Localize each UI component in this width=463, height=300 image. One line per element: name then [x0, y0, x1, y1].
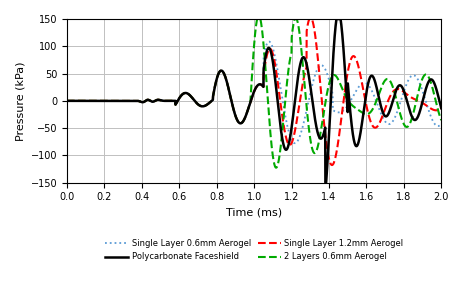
Single Layer 1.2mm Aerogel [336, 134, 341, 137]
2 Layers 0.6mm Aerogel [336, 80, 341, 83]
Single Layer 1.2mm Aerogel [224, 81, 230, 85]
Single Layer 1.2mm Aerogel [64, 99, 69, 103]
Polycarbonate Faceshield [64, 99, 69, 103]
Polycarbonate Faceshield [333, 17, 338, 21]
2 Layers 0.6mm Aerogel [426, 78, 432, 82]
Single Layer 1.2mm Aerogel [242, 116, 247, 120]
Single Layer 1.2mm Aerogel [306, 17, 312, 21]
Polycarbonate Faceshield [221, 72, 226, 76]
2 Layers 0.6mm Aerogel [408, 118, 413, 122]
Single Layer 0.6mm Aerogel [408, 74, 413, 78]
Single Layer 1.2mm Aerogel [328, 163, 334, 167]
Line: Polycarbonate Faceshield: Polycarbonate Faceshield [67, 19, 440, 183]
Single Layer 1.2mm Aerogel [221, 72, 226, 76]
Legend: Single Layer 0.6mm Aerogel, Polycarbonate Faceshield, Single Layer 1.2mm Aerogel: Single Layer 0.6mm Aerogel, Polycarbonat… [101, 236, 406, 265]
Polycarbonate Faceshield [438, 106, 443, 110]
2 Layers 0.6mm Aerogel [224, 81, 230, 85]
Single Layer 0.6mm Aerogel [336, 111, 341, 114]
Line: 2 Layers 0.6mm Aerogel: 2 Layers 0.6mm Aerogel [67, 19, 440, 168]
2 Layers 0.6mm Aerogel [438, 118, 443, 122]
Polycarbonate Faceshield [426, 78, 432, 82]
Polycarbonate Faceshield [408, 114, 413, 117]
2 Layers 0.6mm Aerogel [221, 72, 226, 76]
Polycarbonate Faceshield [224, 81, 230, 85]
Single Layer 0.6mm Aerogel [64, 99, 69, 103]
2 Layers 0.6mm Aerogel [242, 116, 247, 120]
Single Layer 1.2mm Aerogel [426, 106, 432, 110]
Single Layer 0.6mm Aerogel [221, 72, 226, 76]
Single Layer 0.6mm Aerogel [266, 40, 271, 44]
2 Layers 0.6mm Aerogel [273, 166, 278, 169]
Y-axis label: Pressure (kPa): Pressure (kPa) [15, 61, 25, 141]
2 Layers 0.6mm Aerogel [64, 99, 69, 103]
Single Layer 0.6mm Aerogel [438, 122, 443, 126]
Polycarbonate Faceshield [322, 181, 327, 184]
Single Layer 0.6mm Aerogel [242, 116, 247, 120]
Single Layer 1.2mm Aerogel [408, 96, 413, 99]
Line: Single Layer 1.2mm Aerogel: Single Layer 1.2mm Aerogel [67, 19, 440, 165]
Single Layer 1.2mm Aerogel [438, 106, 443, 110]
2 Layers 0.6mm Aerogel [254, 17, 259, 21]
Line: Single Layer 0.6mm Aerogel: Single Layer 0.6mm Aerogel [67, 42, 440, 143]
Single Layer 0.6mm Aerogel [426, 112, 432, 116]
X-axis label: Time (ms): Time (ms) [225, 208, 282, 218]
Single Layer 0.6mm Aerogel [292, 141, 297, 145]
Single Layer 0.6mm Aerogel [224, 81, 230, 85]
Polycarbonate Faceshield [336, 17, 341, 21]
Polycarbonate Faceshield [242, 116, 247, 120]
